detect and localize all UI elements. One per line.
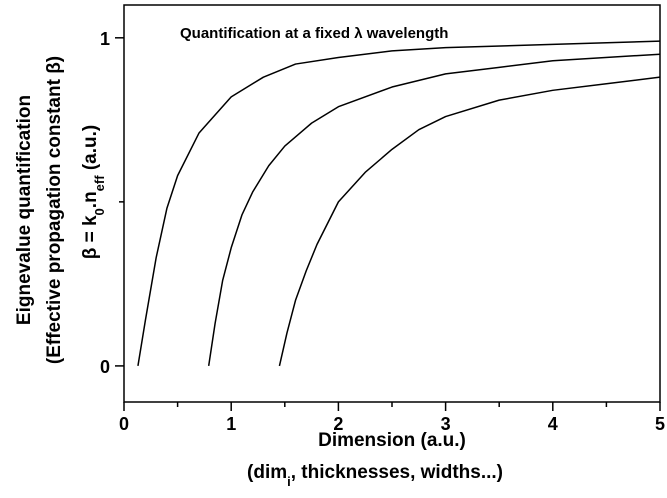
x-axis-label-subscript: i [287, 474, 291, 489]
x-tick-label: 4 [548, 414, 558, 434]
x-tick-label: 5 [655, 414, 665, 434]
y-axis-label-part: (a.u.) [80, 125, 101, 176]
y-axis-label-subscript: eff [92, 175, 107, 192]
x-tick-label: 1 [226, 414, 236, 434]
curve [137, 40, 661, 367]
y-tick-label: 1 [100, 29, 110, 49]
x-axis-label-part: (dim [247, 462, 287, 483]
annotation: Quantification at a fixed λ wavelength [180, 25, 448, 42]
curve [207, 53, 661, 367]
x-tick-label: 3 [441, 414, 451, 434]
curve [278, 76, 661, 367]
x-axis-label: (dimi, thicknesses, widths...) [247, 462, 503, 489]
plot-frame [123, 4, 661, 403]
x-axis-label-part: , thicknesses, widths...) [291, 462, 503, 483]
y-axis-label: Eignevalue quantification [14, 95, 35, 325]
y-axis-label-part: .n [80, 191, 101, 208]
y-axis-label: (Effective propagation constant β) [44, 56, 65, 364]
y-tick-label: 0 [100, 357, 110, 377]
x-tick-label: 0 [119, 414, 129, 434]
y-axis-label: β = k0.neff (a.u.) [80, 125, 107, 260]
y-axis-label-part: β = k [80, 215, 101, 259]
y-axis-label-subscript: 0 [92, 208, 107, 215]
x-axis-label: Dimension (a.u.) [318, 430, 466, 451]
x-tick-label: 2 [333, 414, 343, 434]
